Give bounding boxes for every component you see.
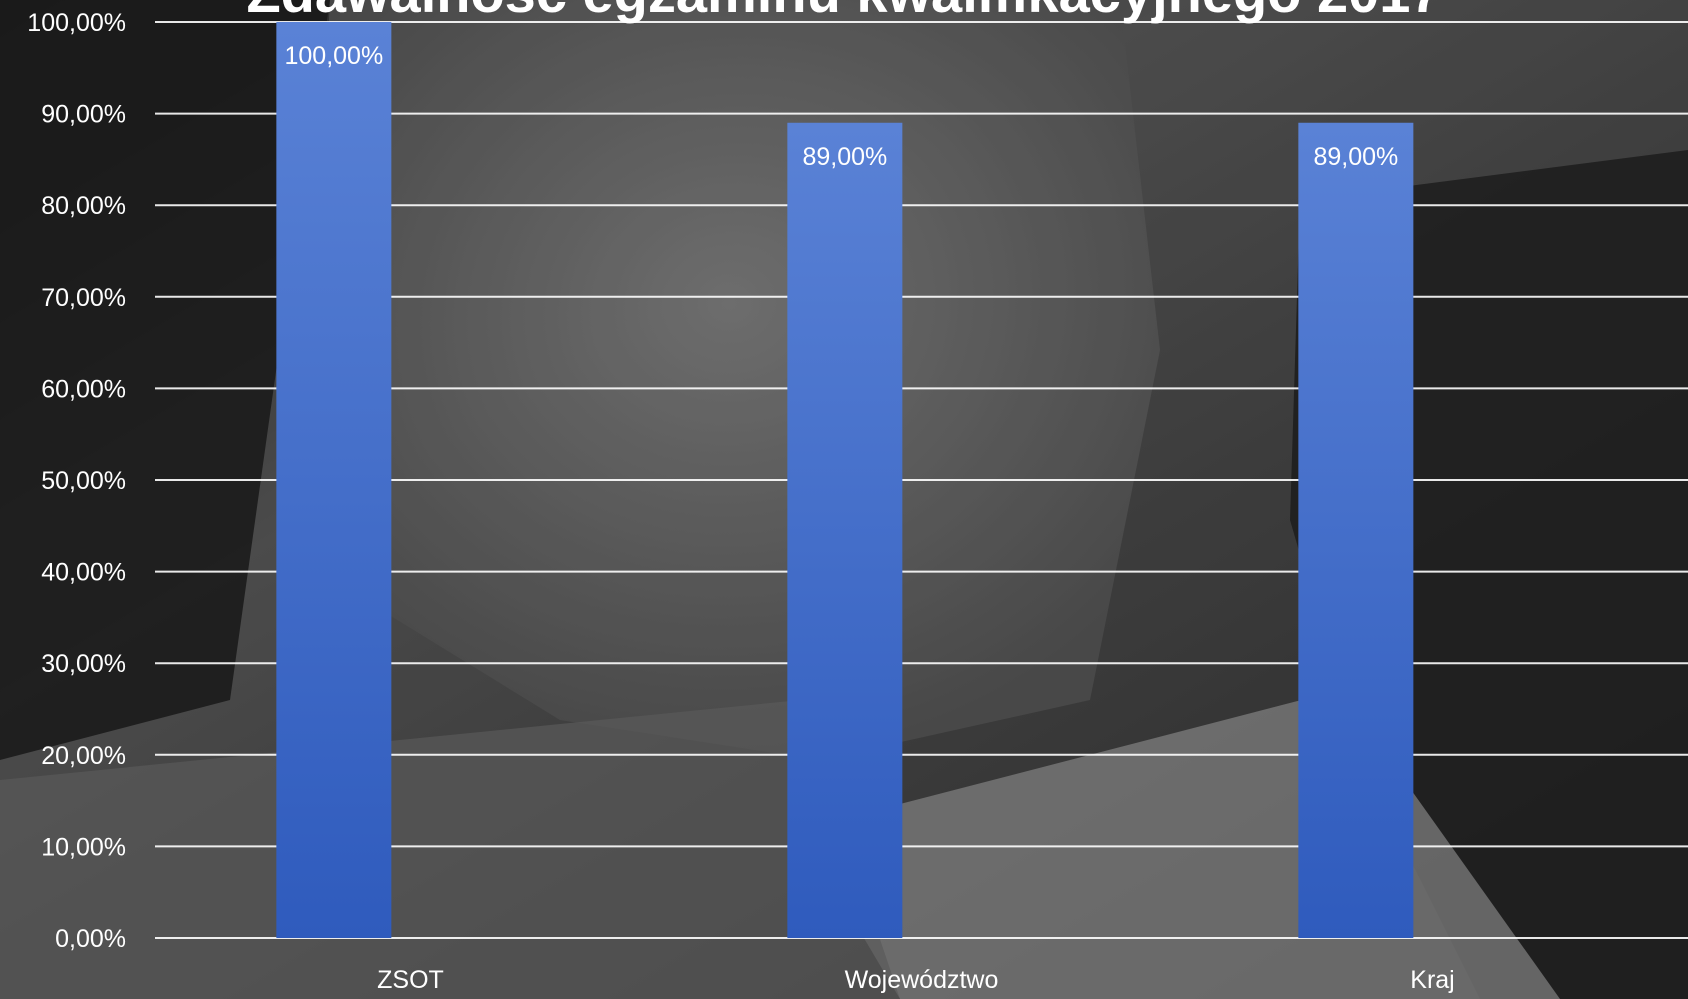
y-tick-label: 40,00%: [41, 559, 126, 587]
gridlines: [155, 21, 1688, 939]
y-tick-label: 100,00%: [27, 9, 126, 37]
data-label: 100,00%: [284, 42, 383, 70]
bar-województwo: [787, 122, 903, 938]
x-category-label: ZSOT: [377, 966, 444, 994]
bars: [276, 22, 1414, 938]
y-tick-label: 60,00%: [41, 375, 126, 403]
bar-zsot: [276, 22, 392, 938]
data-labels: 100,00% 89,00% 89,00%: [284, 42, 1398, 171]
y-tick-label: 30,00%: [41, 650, 126, 678]
y-tick-label: 0,00%: [55, 925, 126, 953]
y-tick-label: 90,00%: [41, 101, 126, 129]
chart-title: Zdawalność egzaminu kwalifikacyjnego 201…: [246, 0, 1441, 24]
data-label: 89,00%: [802, 143, 887, 171]
y-tick-label: 80,00%: [41, 192, 126, 220]
y-tick-label: 70,00%: [41, 284, 126, 312]
data-label: 89,00%: [1313, 143, 1398, 171]
y-tick-label: 20,00%: [41, 742, 126, 770]
x-axis-categories: ZSOT Województwo Kraj: [377, 966, 1455, 994]
x-category-label: Kraj: [1410, 966, 1454, 994]
y-tick-label: 50,00%: [41, 467, 126, 495]
y-tick-label: 10,00%: [41, 833, 126, 861]
x-category-label: Województwo: [845, 966, 999, 994]
bar-kraj: [1298, 122, 1414, 938]
y-axis-ticks: 0,00% 10,00% 20,00% 30,00% 40,00% 50,00% 60,00…: [27, 9, 126, 953]
